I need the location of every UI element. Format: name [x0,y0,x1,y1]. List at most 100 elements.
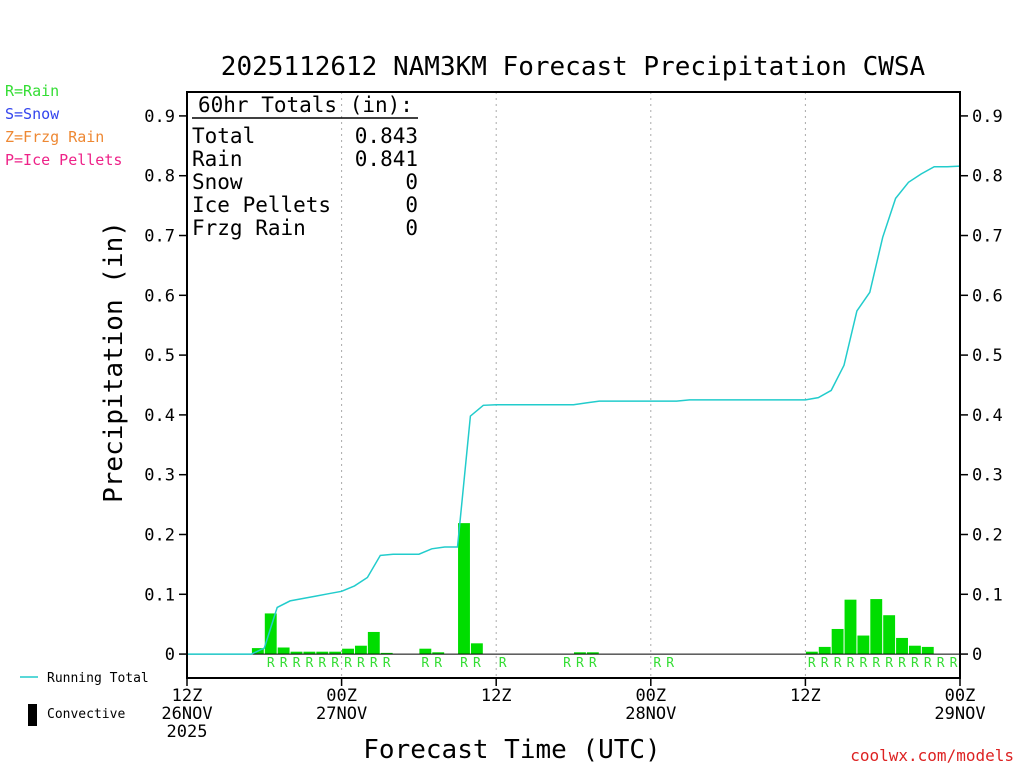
y-tick-label-left: 0.2 [144,525,175,545]
ptype-marker: R [293,656,301,671]
ptype-marker: R [847,656,855,671]
ptype-marker: R [834,656,842,671]
ptype-legend-item: Z=Frzg Rain [5,128,104,146]
y-tick-label-right: 0.6 [972,286,1003,306]
ptype-marker: R [924,656,932,671]
totals-heading: 60hr Totals (in): [198,93,413,117]
totals-value: 0 [405,193,418,217]
ptype-marker: R [898,656,906,671]
plot-frame [186,91,961,679]
y-tick-label-right: 0 [972,645,982,665]
ptype-marker: R [280,656,288,671]
precip-bar [844,599,857,655]
y-tick-label-left: 0.9 [144,107,175,127]
series-legend: Running Total Convective [20,671,149,726]
ptype-marker: R [370,656,378,671]
precip-bar [316,651,329,655]
x-tick-label: 29NOV [934,704,985,724]
totals-label: Total [192,124,255,148]
precip-bar [896,637,908,655]
series-legend-label: Running Total [47,671,149,686]
precip-bar [586,652,599,655]
precip-bar [921,646,934,655]
x-tick-label: 12Z [790,686,821,706]
precip-bar [831,628,844,655]
ptype-marker: R [872,656,880,671]
precip-bar [432,652,445,655]
x-tick-label: 00Z [635,686,666,706]
x-tick-label: 28NOV [625,704,676,724]
precip-bar [574,652,586,655]
precip-bar [805,651,818,655]
ptype-legend-item: R=Rain [5,82,59,100]
y-tick-label-right: 0.4 [972,406,1003,426]
ptype-marker: R [937,656,945,671]
totals-label: Rain [192,147,243,171]
ptype-marker: R [434,656,442,671]
y-tick-label-left: 0.8 [144,167,175,187]
series-legend-label: Convective [47,707,125,722]
x-tick-label: 12Z [481,686,512,706]
y-tick-label-left: 0.6 [144,286,175,306]
y-tick-label-right: 0.3 [972,466,1003,486]
ptype-marker: R [859,656,867,671]
y-tick-label-left: 0.7 [144,227,175,247]
ptype-marker: R [331,656,339,671]
y-tick-label-right: 0.2 [972,525,1003,545]
ptype-marker: R [653,656,661,671]
ptype-marker: R [666,656,674,671]
x-tick-label: 27NOV [316,704,367,724]
chart-title: 2025112612 NAM3KM Forecast Precipitation… [221,52,926,82]
ptype-marker: R [357,656,365,671]
ptype-marker: R [950,656,958,671]
x-tick-label: 12Z [172,686,203,706]
precip-bar [290,651,303,655]
y-tick-label-left: 0.3 [144,466,175,486]
y-tick-label-right: 0.8 [972,167,1003,187]
precip-bar [419,648,432,655]
convective-legend-swatch [28,704,37,726]
precip-bar [303,651,316,655]
totals-label: Ice Pellets [192,193,331,217]
ptype-marker: R [421,656,429,671]
y-tick-label-left: 0.4 [144,406,175,426]
x-tick-label: 00Z [945,686,976,706]
precip-bar [354,645,367,655]
precip-bar [908,645,921,655]
ptype-marker: R [383,656,391,671]
y-tick-label-left: 0 [165,645,175,665]
ptype-marker: R [589,656,597,671]
precip-bar [342,648,354,655]
y-tick-label-right: 0.1 [972,585,1003,605]
totals-box: 60hr Totals (in): Total 0.843 Rain 0.841 Sno… [192,93,418,240]
vertical-gridlines [341,92,806,678]
ptype-legend-item: S=Snow [5,105,60,123]
y-tick-label-right: 0.7 [972,227,1003,247]
x-axis-label: Forecast Time (UTC) [363,735,660,765]
precip-bar [470,643,483,655]
precip-bars [187,523,960,655]
ptype-marker: R [808,656,816,671]
ptype-marker: R [911,656,919,671]
x-tick-label: 2025 [167,722,208,742]
y-axis-label: Precipitation (in) [99,221,129,503]
ptype-marker: R [460,656,468,671]
precip-bar [329,651,342,655]
precip-bar [883,615,896,655]
precip-bar [818,646,831,655]
ptype-marker: R [344,656,352,671]
precip-bar [870,599,883,655]
ptype-marker: R [885,656,893,671]
precip-bar [857,635,870,655]
ptype-marker: R [305,656,313,671]
precip-bar [277,647,290,655]
y-tick-label-right: 0.5 [972,346,1003,366]
running-total-line [187,165,961,655]
totals-value: 0 [405,170,418,194]
credit-text: coolwx.com/models [850,746,1014,765]
ptype-marker: R [499,656,507,671]
precip-bar [380,652,393,655]
y-tick-label-right: 0.9 [972,107,1003,127]
